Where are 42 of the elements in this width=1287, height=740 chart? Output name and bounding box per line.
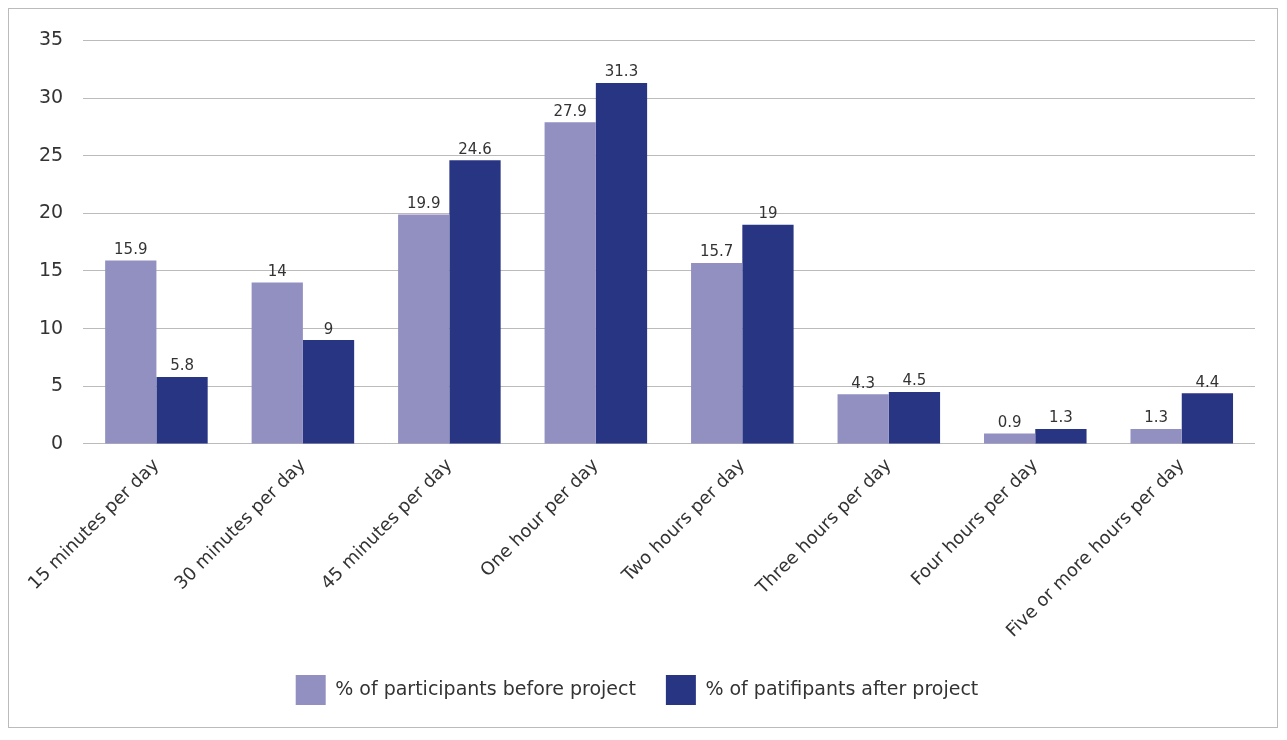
data-label: 9 — [323, 319, 334, 338]
data-label: 1.3 — [1144, 408, 1169, 427]
bar — [156, 377, 208, 444]
y-tick-label: 0 — [51, 430, 64, 453]
y-tick-label: 5 — [51, 373, 64, 396]
data-label: 15.7 — [699, 242, 734, 261]
data-label: 27.9 — [553, 101, 587, 120]
bar — [984, 433, 1036, 444]
data-label: 4.4 — [1195, 372, 1220, 391]
data-label: 4.3 — [851, 373, 876, 392]
data-label: 1.3 — [1048, 408, 1073, 427]
bar — [1130, 428, 1182, 444]
bar — [105, 260, 157, 444]
bar — [888, 392, 941, 444]
y-tick-label: 20 — [38, 200, 64, 223]
bar — [251, 282, 303, 444]
bar — [595, 83, 648, 444]
data-label: 14 — [267, 261, 287, 280]
bar — [742, 224, 794, 444]
bar — [1181, 393, 1234, 444]
y-tick-label: 25 — [38, 142, 64, 165]
bar — [544, 122, 596, 444]
bar — [691, 262, 743, 444]
data-label: 15.9 — [114, 239, 148, 258]
y-tick-label: 30 — [38, 84, 64, 107]
y-tick-label: 10 — [38, 315, 64, 338]
y-tick-label: 15 — [38, 257, 64, 280]
data-label: 31.3 — [604, 62, 639, 81]
bar — [302, 340, 355, 444]
data-label: 24.6 — [458, 139, 492, 158]
y-tick-label: 35 — [38, 27, 64, 50]
data-label: 0.9 — [997, 412, 1022, 431]
bar — [837, 394, 889, 444]
bar — [1035, 428, 1087, 444]
bar — [398, 214, 450, 444]
bar — [449, 160, 501, 444]
data-label: 19.9 — [407, 193, 441, 212]
legend-label: % of patifipants after project — [705, 676, 979, 699]
data-label: 4.5 — [902, 371, 927, 390]
legend-label: % of participants before project — [335, 676, 636, 699]
data-label: 5.8 — [170, 356, 194, 375]
data-label: 19 — [758, 204, 778, 223]
